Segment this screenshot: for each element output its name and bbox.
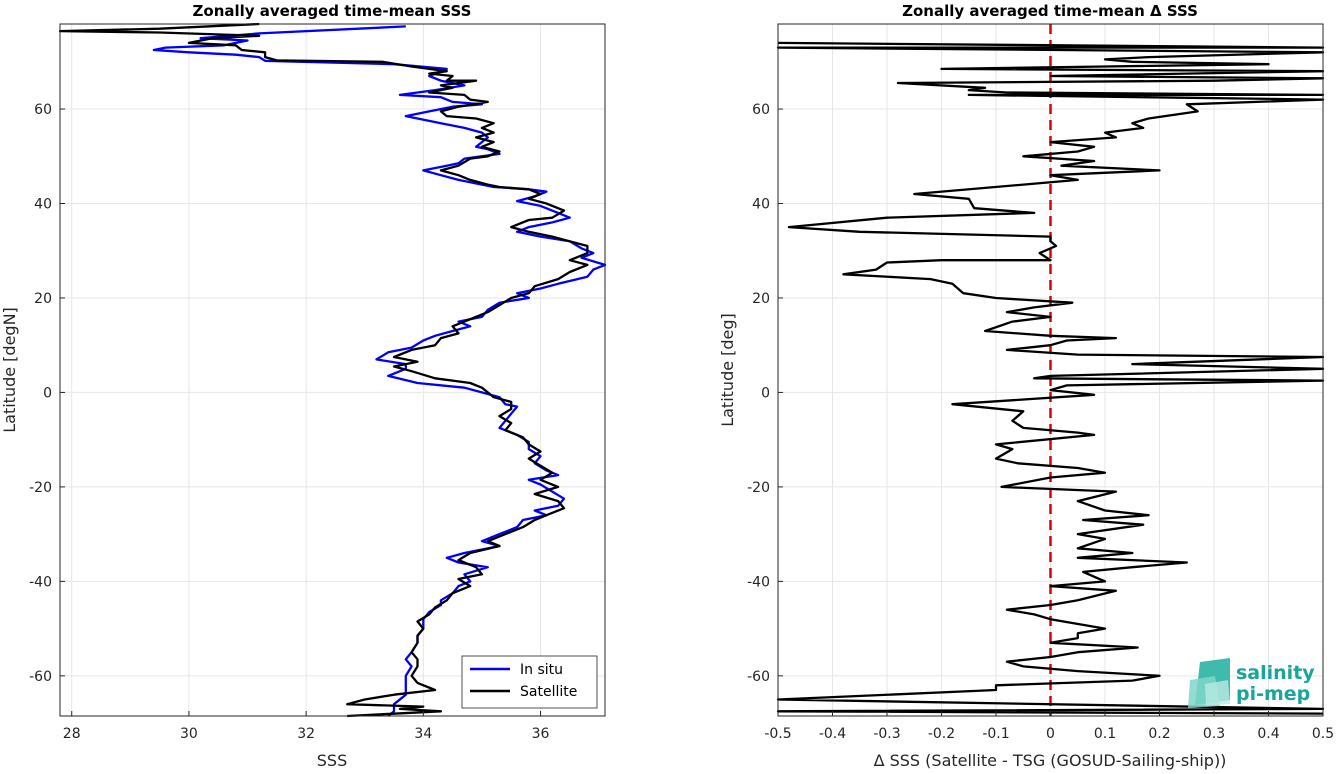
logo-line-1: salinity: [1236, 662, 1315, 684]
left-ticks: 28 30 32 34 36 -60 -40 -20 0 20 40 60: [29, 102, 549, 742]
right-y-tick-label: -20: [747, 480, 770, 496]
right-x-tick-label: 0.2: [1148, 726, 1170, 742]
delta-sss-series-line: [776, 41, 1325, 715]
legend: In situ Satellite: [461, 655, 598, 709]
right-x-tick-label: -0.2: [928, 726, 955, 742]
left-x-tick-label: 30: [180, 726, 198, 742]
right-x-tick-label: -0.3: [873, 726, 900, 742]
left-x-tick-label: 28: [63, 726, 81, 742]
right-y-tick-label: 20: [752, 291, 770, 307]
left-x-tick-label: 32: [297, 726, 315, 742]
right-ticks: -0.5 -0.4 -0.3 -0.2 -0.1 0 0.1 0.2 0.3 0.4 0.5 -60 -…: [747, 102, 1334, 742]
left-y-tick-label: 20: [34, 291, 52, 307]
right-y-tick-label: 60: [752, 102, 770, 118]
in-situ-series-line: [152, 25, 607, 717]
right-y-tick-label: 0: [761, 385, 770, 401]
legend-box: [461, 655, 598, 709]
left-y-tick-label: -60: [29, 669, 52, 685]
right-y-tick-label: -40: [747, 574, 770, 590]
salinity-pi-mep-logo: salinity pi-mep: [1188, 658, 1315, 708]
left-chart-title: Zonally averaged time-mean SSS: [193, 2, 472, 20]
left-y-tick-label: 60: [34, 102, 52, 118]
left-y-axis-label: Latitude [degN]: [0, 307, 19, 433]
left-x-axis-label: SSS: [317, 751, 347, 770]
left-x-tick-label: 34: [414, 726, 432, 742]
right-x-axis-label: Δ SSS (Satellite - TSG (GOSUD-Sailing-sh…: [874, 751, 1227, 770]
left-series: [58, 22, 607, 718]
logo-wave-icon: [1188, 658, 1230, 708]
right-y-tick-label: 40: [752, 196, 770, 212]
right-x-tick-label: -0.4: [819, 726, 846, 742]
right-x-tick-label: 0.4: [1257, 726, 1279, 742]
right-x-tick-label: 0.5: [1312, 726, 1334, 742]
left-y-tick-label: 40: [34, 196, 52, 212]
legend-label-in-situ: In situ: [520, 662, 563, 678]
right-x-tick-label: -0.5: [764, 726, 791, 742]
left-y-tick-label: -40: [29, 574, 52, 590]
left-panel: Zonally averaged time-mean SSS 28 30 32 34 3…: [0, 2, 607, 770]
logo-line-2: pi-mep: [1236, 683, 1310, 705]
left-y-tick-label: -20: [29, 480, 52, 496]
satellite-series-line: [58, 22, 589, 718]
right-y-axis-label: Latitude [deg]: [718, 313, 737, 427]
left-y-tick-label: 0: [43, 385, 52, 401]
left-grid: [60, 24, 605, 716]
right-x-tick-label: 0: [1046, 726, 1055, 742]
legend-label-satellite: Satellite: [520, 684, 577, 700]
left-x-tick-label: 36: [532, 726, 550, 742]
right-x-tick-label: 0.3: [1203, 726, 1225, 742]
right-x-tick-label: 0.1: [1094, 726, 1116, 742]
right-series: [776, 24, 1325, 716]
right-y-tick-label: -60: [747, 669, 770, 685]
right-panel: Zonally averaged time-mean Δ SSS -0.5 -0.…: [718, 2, 1334, 770]
right-chart-title: Zonally averaged time-mean Δ SSS: [902, 2, 1198, 20]
right-x-tick-label: -0.1: [982, 726, 1009, 742]
left-axes-frame: [59, 23, 606, 717]
